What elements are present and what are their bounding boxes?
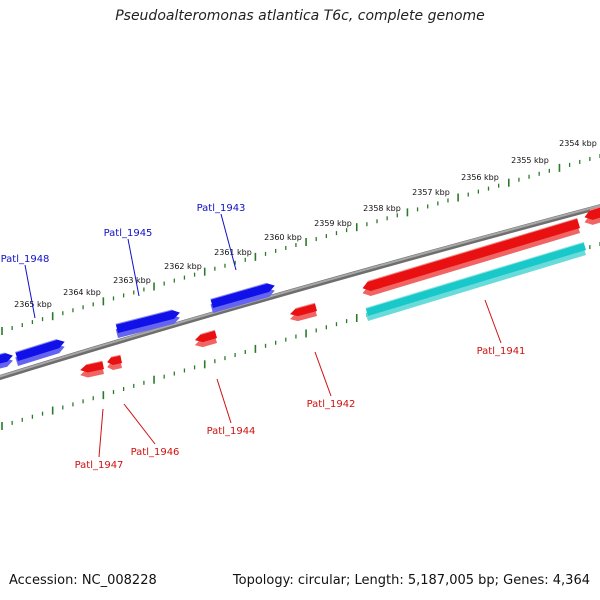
gene-label: Patl_1941 <box>477 346 526 357</box>
gene-label: Patl_1947 <box>75 460 124 471</box>
gene-label: Patl_1948 <box>1 254 50 265</box>
gene-patl-1947 <box>80 360 104 378</box>
ruler-label: 2354 kbp <box>559 139 597 148</box>
backbone-highlight <box>0 204 600 378</box>
gene-label: Patl_1942 <box>307 399 356 410</box>
gene-features <box>0 206 600 378</box>
ruler-label: 2358 kbp <box>363 204 401 213</box>
genome-backbone <box>0 204 600 381</box>
gene-patl-1944 <box>194 329 217 348</box>
gene-patl-1946 <box>107 354 122 370</box>
callout-line <box>98 408 104 458</box>
gene-fragment <box>0 352 13 369</box>
ruler-label: 2357 kbp <box>412 188 450 197</box>
callout-line <box>123 403 156 445</box>
ruler-label: 2361 kbp <box>214 248 252 257</box>
gene-patl-1942 <box>289 302 317 322</box>
callout-line <box>127 238 140 297</box>
gene-patl-1945 <box>115 309 180 338</box>
map-title: Pseudoalteromonas atlantica T6c, complet… <box>115 8 485 24</box>
gene-patl-1941 <box>362 217 580 296</box>
gene-callouts: Patl_1941 Patl_1942 Patl_1943 Patl_1944 Patl… <box>1 203 526 471</box>
gene-label: Patl_1945 <box>104 228 153 239</box>
ruler-label: 2363 kbp <box>113 276 151 285</box>
ruler-labels: 2354 kbp 2355 kbp 2356 kbp 2357 kbp 2358 kbp… <box>14 139 597 309</box>
ruler-label: 2355 kbp <box>511 156 549 165</box>
gene-patl-1941-cds <box>365 241 586 321</box>
ruler-label: 2364 kbp <box>63 288 101 297</box>
ruler-label: 2360 kbp <box>264 233 302 242</box>
gene-label: Patl_1944 <box>207 426 256 437</box>
callout-line <box>24 264 36 319</box>
gene-patl-1948 <box>15 339 65 366</box>
ruler-label: 2362 kbp <box>164 262 202 271</box>
gene-label: Patl_1946 <box>131 447 180 458</box>
ruler-label: 2365 kbp <box>14 300 52 309</box>
ruler-label: 2356 kbp <box>461 173 499 182</box>
accession-text: Accession: NC_008228 <box>9 573 157 588</box>
genome-stats-text: Topology: circular; Length: 5,187,005 bp… <box>232 573 590 588</box>
gene-patl-1943 <box>210 282 275 313</box>
callout-line <box>216 378 232 424</box>
callout-line <box>484 299 502 344</box>
callout-line <box>314 351 332 397</box>
gene-label: Patl_1943 <box>197 203 246 214</box>
ruler-label: 2359 kbp <box>314 219 352 228</box>
callout-line <box>220 213 237 271</box>
